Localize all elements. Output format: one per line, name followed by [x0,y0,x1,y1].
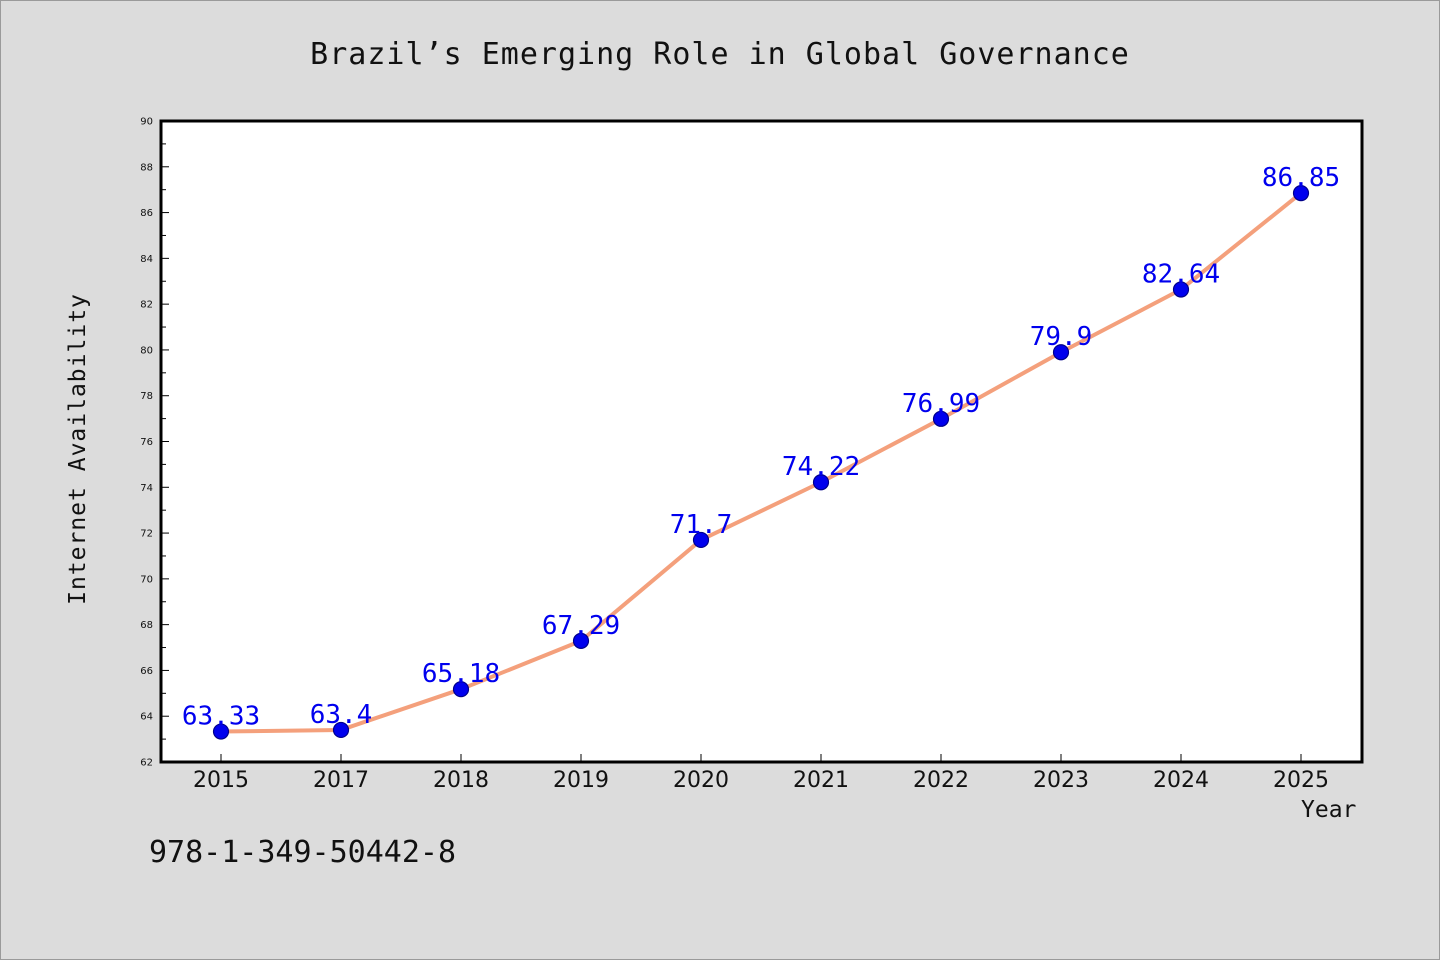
y-tick-label: 78 [140,391,153,402]
data-point [212,723,230,740]
data-label: 74.22 [782,452,860,482]
y-tick-label: 90 [140,117,153,128]
y-tick-label: 64 [140,712,153,723]
data-label: 86.85 [1262,163,1340,193]
data-point [692,531,710,549]
data-point [572,632,590,649]
x-axis: 2015 2017 2018 2019 2020 2021 2022 2023 2024 2025 [193,754,1329,793]
x-tick-label: 2019 [553,768,609,793]
chart-title: Brazil’s Emerging Role in Global Governa… [310,37,1130,72]
series-line [219,191,1303,734]
data-point [932,410,950,427]
x-tick-label: 2023 [1033,768,1089,793]
data-label: 76.99 [902,389,980,419]
y-tick-label: 62 [140,758,153,769]
y-tick-label: 70 [140,574,153,585]
data-point [332,721,350,739]
y-tick-label: 72 [140,529,153,540]
data-point [1172,281,1190,298]
y-tick-label: 82 [140,300,153,311]
x-tick-label: 2024 [1153,768,1209,793]
data-point [812,474,830,491]
data-label: 82.64 [1142,259,1220,289]
data-label: 63.33 [182,702,260,732]
series-internet-availability: 63.33 63.4 65.18 67.29 71.7 74.22 76.99 79.9 82.… [182,163,1340,740]
isbn-footnote: 978-1-349-50442-8 [149,835,457,870]
y-tick-label: 80 [140,345,153,356]
data-point [1052,344,1070,361]
y-tick-label: 84 [140,254,153,265]
data-point [452,681,470,698]
data-label: 63.4 [310,700,373,730]
data-label: 67.29 [542,611,620,641]
y-tick-label: 74 [140,483,153,494]
x-tick-label: 2025 [1273,768,1329,793]
x-tick-label: 2020 [673,768,729,793]
x-axis-label: Year [1301,797,1357,823]
plot-frame [159,119,1364,764]
y-tick-label: 86 [140,208,153,219]
data-label: 79.9 [1030,322,1093,352]
y-tick-label: 88 [140,162,153,173]
x-tick-label: 2015 [193,768,249,793]
data-point [1292,185,1310,202]
data-label: 71.7 [670,510,733,540]
y-tick-label: 66 [140,666,153,677]
x-tick-label: 2022 [913,768,969,793]
x-tick-label: 2018 [433,768,489,793]
plot-area [161,121,1362,762]
x-tick-label: 2017 [313,768,369,793]
data-label: 65.18 [422,659,500,689]
y-tick-label: 68 [140,620,153,631]
x-tick-label: 2021 [793,768,849,793]
y-tick-label: 76 [140,437,153,448]
